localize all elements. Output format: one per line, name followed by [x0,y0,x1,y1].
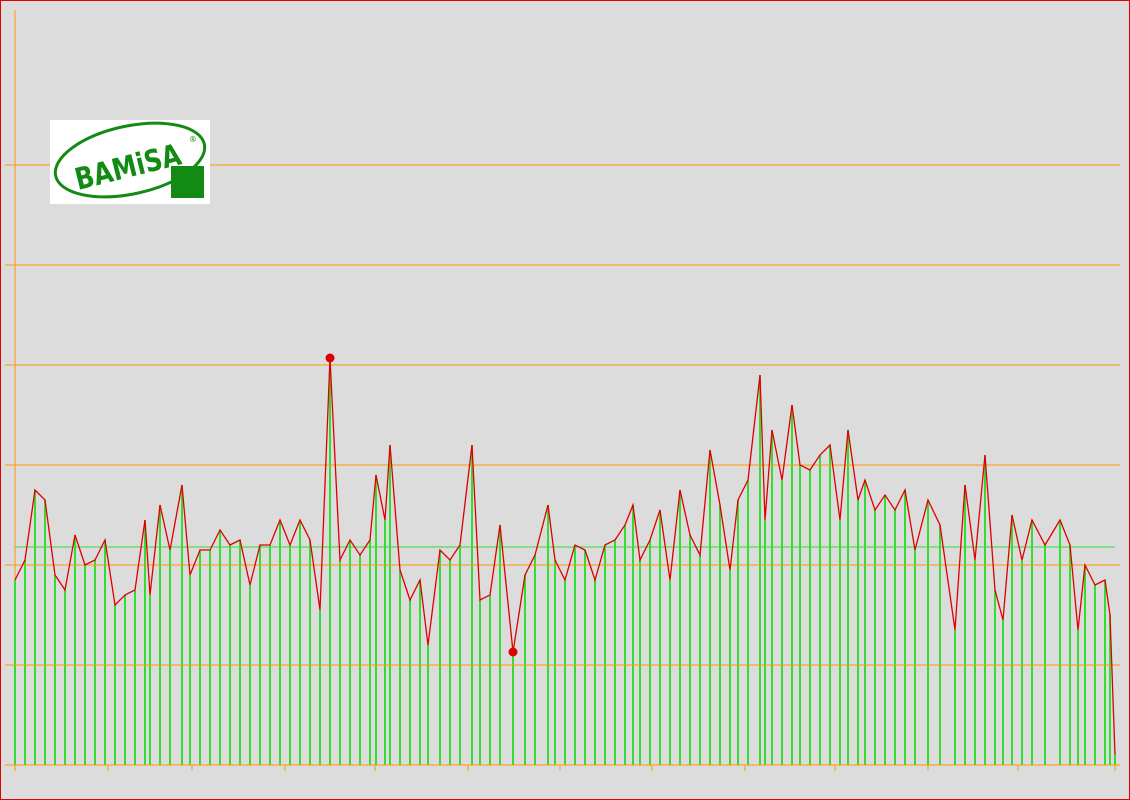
max-dot [325,353,335,363]
logo-ellipse [53,121,207,199]
line [14,357,1116,756]
min-dot [508,647,518,657]
logo: BAMiSA ® [50,120,210,204]
logo-square [171,166,204,198]
plot-area [5,164,1120,771]
logo-registered: ® [189,135,197,144]
